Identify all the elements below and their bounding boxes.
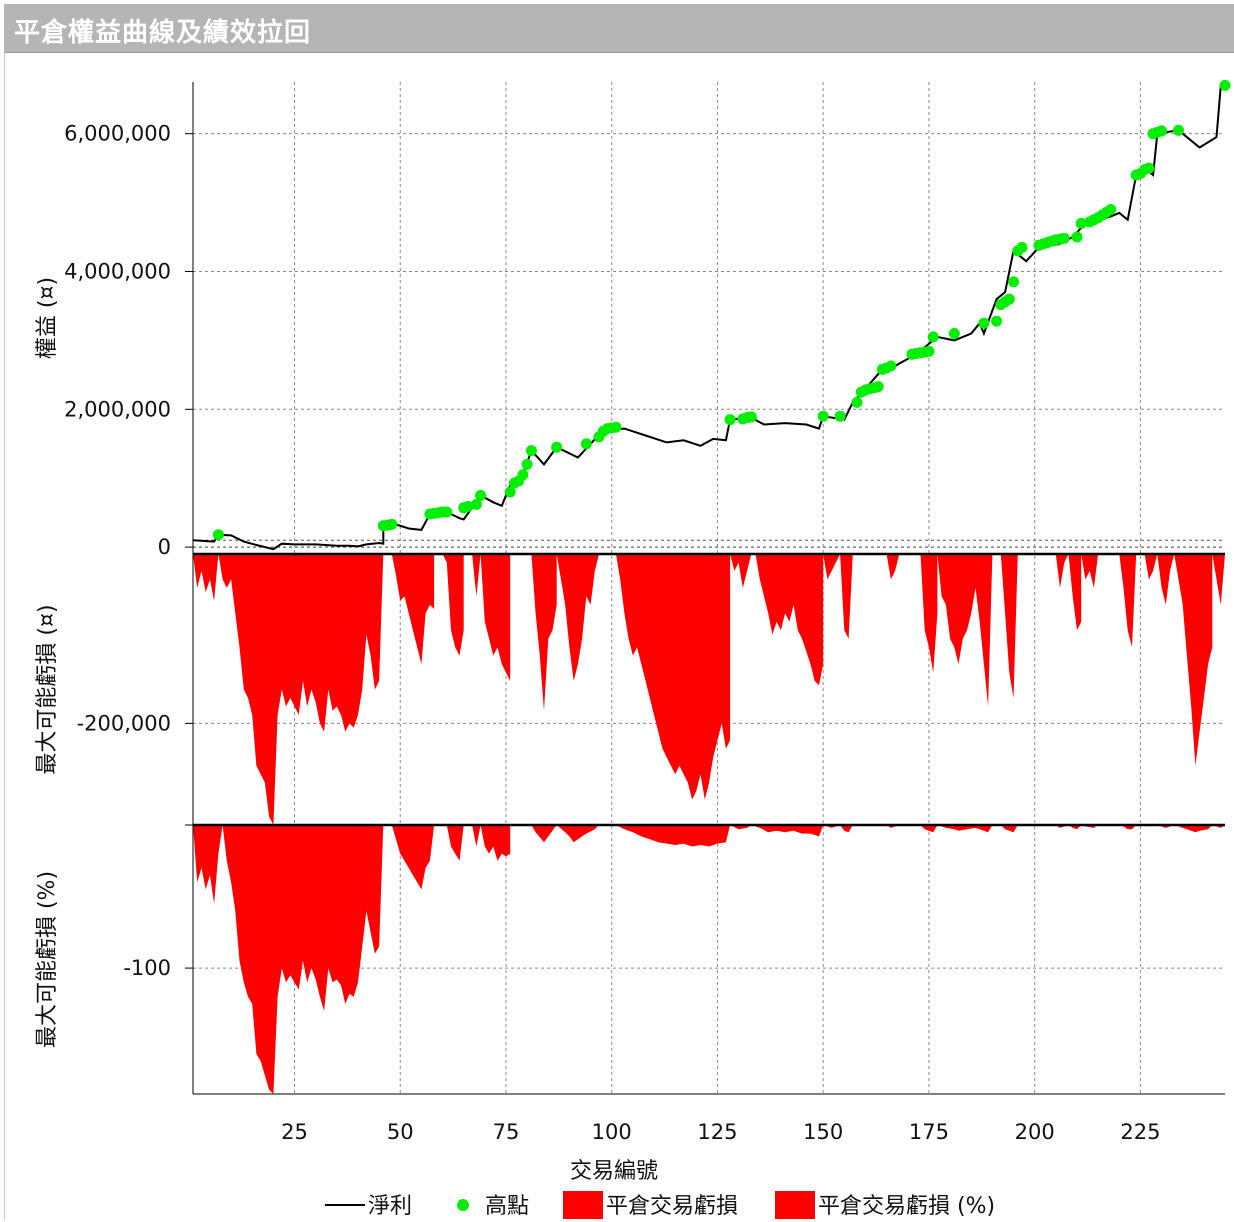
- y-tick-label: 6,000,000: [64, 122, 171, 146]
- high-point-dot: [525, 445, 537, 457]
- high-point-dot: [1075, 217, 1087, 229]
- legend-area-swatch: [563, 1191, 603, 1219]
- high-point-dot: [441, 506, 453, 518]
- high-point-dot: [991, 315, 1003, 327]
- high-point-dot: [817, 410, 829, 422]
- high-point-dot: [1156, 125, 1168, 137]
- x-tick-label: 225: [1120, 1120, 1160, 1144]
- high-point-dot: [1173, 124, 1184, 136]
- axes: [185, 82, 1225, 1095]
- high-point-dot: [1058, 232, 1070, 244]
- y-tick-label: 0: [158, 535, 171, 559]
- high-point-dot: [1219, 79, 1231, 91]
- high-point-dot: [834, 410, 846, 422]
- legend: 淨利 高點 平倉交易虧損 平倉交易虧損 (%): [325, 1191, 995, 1219]
- high-point-dot: [978, 317, 990, 329]
- legend-dot-swatch: [457, 1199, 469, 1211]
- legend-label: 高點: [485, 1194, 529, 1219]
- high-point-dot: [580, 438, 592, 450]
- high-point-dot: [1105, 204, 1117, 215]
- chart-frame: [4, 52, 1234, 1220]
- y-tick-label: 4,000,000: [64, 259, 171, 283]
- x-tick-label: 50: [387, 1120, 414, 1144]
- high-point-dot: [212, 529, 224, 541]
- high-point-dot: [521, 458, 533, 470]
- x-tick-label: 25: [281, 1120, 308, 1144]
- x-tick-label: 75: [493, 1120, 520, 1144]
- window-title: 平倉權益曲線及績效拉回: [14, 18, 312, 48]
- drawdown-area: [193, 825, 1225, 1094]
- high-point-dot: [1143, 162, 1155, 174]
- legend-label: 平倉交易虧損 (%): [818, 1194, 995, 1219]
- legend-label: 淨利: [368, 1194, 412, 1219]
- net-profit-line: [192, 85, 1222, 551]
- drawdown-area: [193, 554, 1225, 825]
- axis-labels: 25 50 75 100 125 150 175 200 225 0 2,000,000 4,000,…: [35, 122, 1160, 1184]
- high-point-dot: [927, 331, 939, 343]
- high-point-dot: [851, 396, 863, 408]
- title-bar: 平倉權益曲線及績效拉回: [4, 4, 1234, 53]
- high-point-dot: [724, 414, 736, 426]
- high-point-dot: [1003, 293, 1015, 305]
- high-point-dot: [1008, 276, 1019, 288]
- legend-area-swatch: [775, 1191, 815, 1219]
- x-tick-label: 100: [592, 1120, 632, 1144]
- high-point-dot: [504, 486, 516, 498]
- x-tick-label: 200: [1015, 1120, 1055, 1144]
- x-tick-label: 150: [803, 1120, 843, 1144]
- high-point-dot: [1071, 231, 1083, 243]
- high-point-dot: [872, 381, 884, 393]
- high-point-dot: [551, 441, 563, 453]
- high-point-dot: [948, 328, 960, 339]
- y-axis-title: 最大可能虧損 (%): [35, 871, 60, 1048]
- y-axis-title: 最大可能虧損 (¤): [35, 604, 60, 774]
- x-axis-title: 交易編號: [570, 1159, 658, 1184]
- y-axis-title: 權益 (¤): [35, 277, 60, 359]
- high-point-dot: [386, 518, 398, 530]
- legend-label: 平倉交易虧損: [606, 1194, 738, 1219]
- high-point-dot: [745, 411, 757, 423]
- high-point-dot: [475, 489, 487, 501]
- y-tick-label: 2,000,000: [64, 397, 171, 421]
- high-point-dot: [1016, 241, 1028, 253]
- x-tick-label: 175: [909, 1120, 949, 1144]
- high-point-dot: [610, 421, 622, 433]
- high-point-dot: [462, 501, 474, 512]
- high-point-dot: [517, 469, 529, 481]
- x-tick-label: 125: [697, 1120, 737, 1144]
- high-point-dot: [470, 498, 482, 510]
- y-tick-label: -200,000: [77, 711, 171, 735]
- high-point-dot: [923, 345, 935, 357]
- y-tick-label: -100: [123, 956, 171, 980]
- high-point-dot: [885, 360, 897, 372]
- chart-marks: [192, 79, 1231, 1094]
